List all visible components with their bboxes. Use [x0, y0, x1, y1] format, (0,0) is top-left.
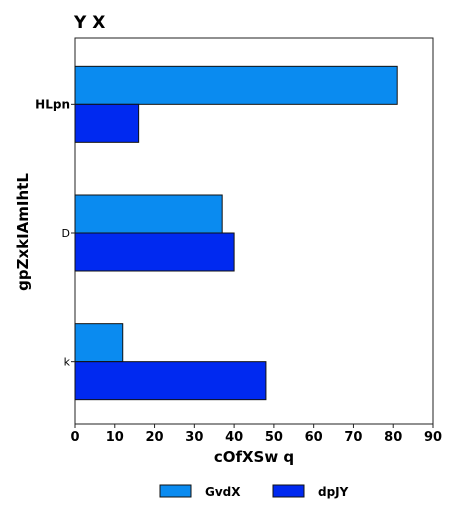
legend-swatch-dpJY — [272, 484, 305, 498]
x-tick-label: 40 — [225, 430, 243, 445]
y-tick-label: k — [64, 356, 71, 369]
bar-GvdX-k — [74, 323, 124, 363]
x-tick-label: 70 — [344, 430, 362, 445]
bar-dpJY-HLpn — [74, 103, 140, 143]
legend-label-GvdX: GvdX — [205, 485, 241, 499]
legend-swatch-GvdX — [159, 484, 192, 498]
bar-GvdX-HLpn — [74, 65, 398, 105]
chart-title: Y X — [73, 13, 105, 33]
x-tick-label: 0 — [70, 430, 79, 445]
x-tick-label: 60 — [305, 430, 323, 445]
legend-label-dpJY: dpJY — [318, 485, 349, 499]
x-tick-label: 30 — [185, 430, 203, 445]
y-tick-label: D — [62, 227, 70, 240]
bar-dpJY-k — [74, 361, 267, 401]
x-tick-label: 50 — [265, 430, 283, 445]
x-tick-label: 80 — [384, 430, 402, 445]
x-tick-label: 10 — [106, 430, 124, 445]
x-tick-label: 90 — [424, 430, 442, 445]
y-axis-label: gpZxkIAmIhtL — [14, 173, 32, 291]
bar-GvdX-D — [74, 194, 223, 234]
legend: GvdX dpJY — [159, 484, 349, 499]
x-tick-label: 20 — [146, 430, 164, 445]
bar-dpJY-D — [74, 232, 235, 272]
x-axis-label: cOfXSw q — [214, 448, 294, 466]
y-tick-label: HLpn — [35, 97, 70, 111]
